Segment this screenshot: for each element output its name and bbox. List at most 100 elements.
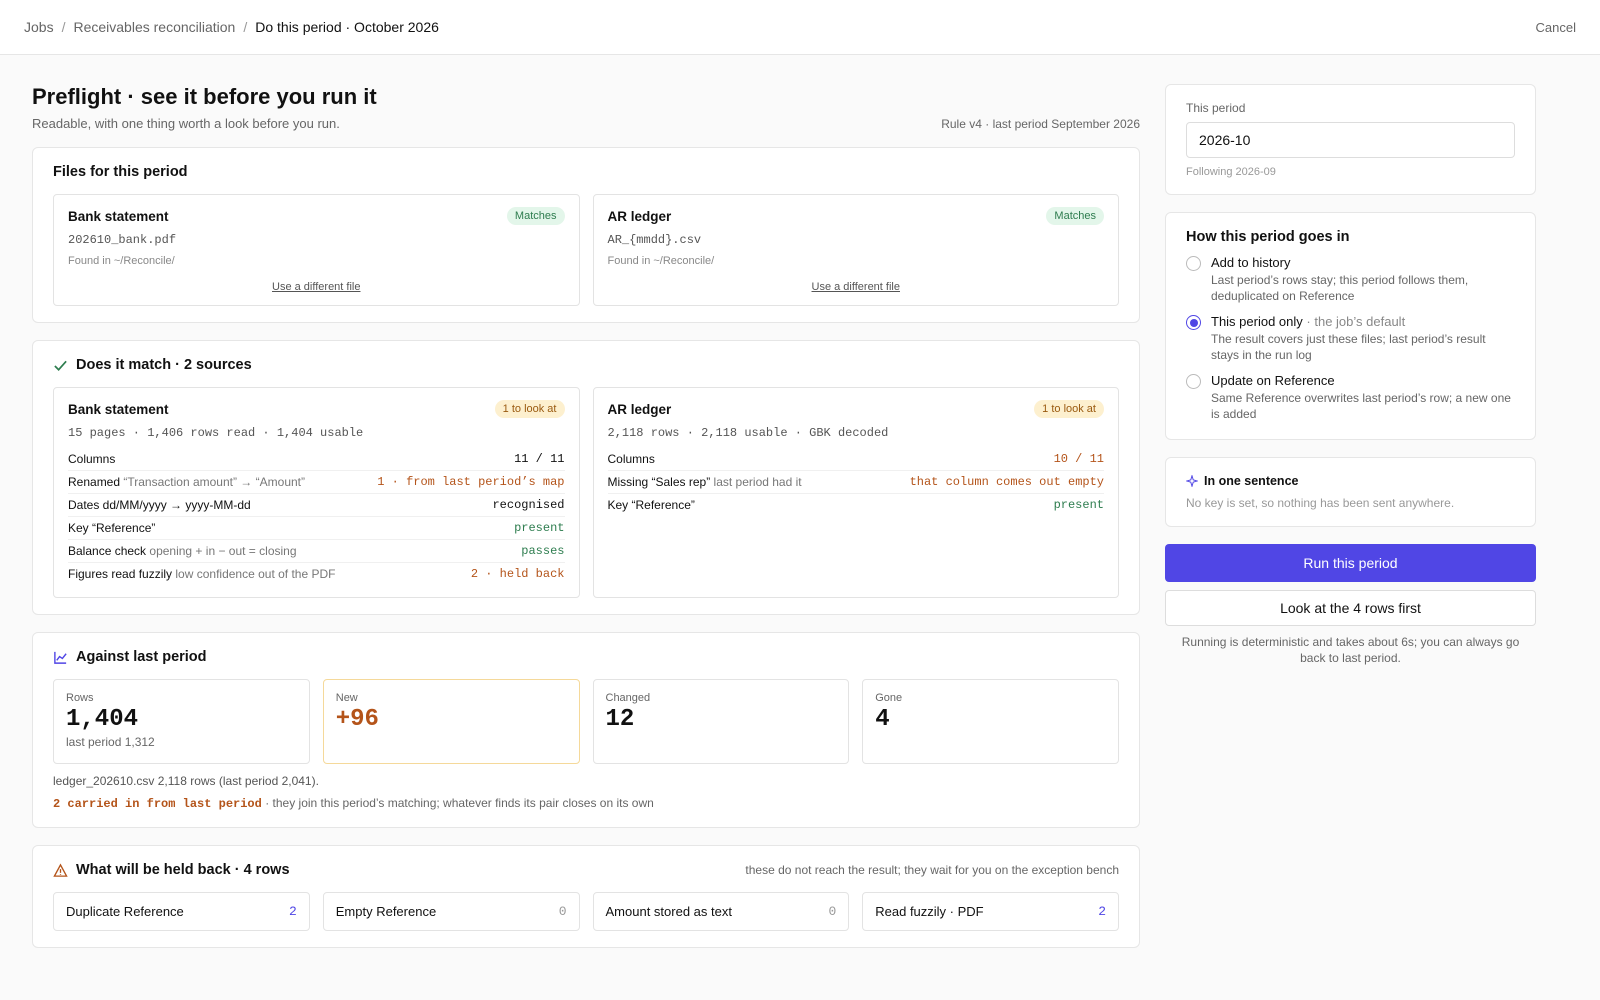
file-card: Bank statement Matches 202610_bank.pdf Foun… (53, 194, 580, 306)
file-card-head: Bank statement Matches (68, 207, 565, 225)
check-value: present (1053, 498, 1104, 512)
change-file-link[interactable]: Use a different file (811, 281, 900, 293)
match-source: Bank statement 1 to look at 15 pages · 1,4… (53, 387, 580, 598)
option-label: Add to history (1211, 255, 1515, 270)
stat-value: 4 (875, 706, 890, 733)
crumb[interactable]: Jobs (24, 19, 54, 35)
check-value: 2 · held back (470, 567, 565, 581)
sentence-card: In one sentence No key is set, so nothing… (1165, 456, 1536, 527)
check-name: Dates dd/MM/yyyy → yyyy-MM-dd (68, 498, 251, 512)
top-bar: Jobs / Receivables reconciliation / Do this … (0, 0, 1600, 55)
section-title: Does it match · 2 sources (76, 357, 252, 373)
check-value: that column comes out empty (909, 475, 1104, 489)
mode-option[interactable]: Add to history Last period’s rows stay; t… (1186, 255, 1515, 304)
check-note: low confidence out of the PDF (175, 567, 336, 581)
check-row: Missing “Sales rep” last period had it th… (607, 471, 1104, 494)
section-title: Files for this period (53, 164, 188, 180)
breadcrumb: Jobs / Receivables reconciliation / Do this … (24, 19, 439, 35)
held-label: Read fuzzily · PDF (875, 904, 984, 919)
stat-card: Rows 1,404 last period 1,312 (53, 679, 310, 764)
stat-value: +96 (335, 706, 379, 733)
option-body: This period only · the job’s default The … (1211, 314, 1515, 363)
period-card: This period 2026-10 Following 2026-09 (1165, 84, 1536, 195)
sentence-title: In one sentence (1204, 473, 1299, 488)
check-note: opening + in − out = closing (149, 544, 297, 558)
check-row: Dates dd/MM/yyyy → yyyy-MM-dd recognised (68, 494, 565, 517)
mode-title: How this period goes in (1186, 229, 1350, 245)
check-label: Renamed “Transaction amount” → “Amount” (68, 475, 305, 489)
option-note: · the job’s default (1306, 314, 1406, 330)
mode-option[interactable]: This period only · the job’s default The … (1186, 314, 1515, 363)
source-name: AR ledger (607, 208, 672, 224)
check-name: Missing “Sales rep” (607, 475, 711, 489)
header-sub: Readable, with one thing worth a look be… (32, 116, 1140, 131)
check-label: Key “Reference” (68, 521, 155, 535)
check-name: Renamed (68, 475, 121, 489)
held-count: 0 (828, 904, 837, 919)
separator: / (61, 19, 66, 35)
option-name: Add to history (1211, 255, 1291, 270)
cancel-link[interactable]: Cancel (1535, 19, 1576, 35)
main-column: Preflight · see it before you run it Rea… (32, 84, 1140, 965)
held-item: Amount stored as text 0 (592, 892, 850, 931)
icon (53, 650, 68, 665)
sentence-head: In one sentence (1186, 474, 1515, 488)
radio[interactable] (1186, 315, 1201, 331)
held-item: Read fuzzily · PDF 2 (862, 892, 1119, 931)
source-name: Bank statement (68, 208, 169, 224)
change-file-link[interactable]: Use a different file (272, 281, 361, 293)
period-input[interactable]: 2026-10 (1186, 122, 1515, 158)
crumb[interactable]: Receivables reconciliation (73, 19, 236, 35)
section-title-row: Does it match · 2 sources (53, 357, 1119, 373)
check-row: Key “Reference” present (68, 517, 565, 540)
source-summary: 15 pages · 1,406 rows read · 1,404 usabl… (68, 426, 364, 440)
status-badge: 1 to look at (494, 400, 565, 418)
held-label: Duplicate Reference (66, 904, 184, 919)
check-row: Columns 11 / 11 (68, 448, 565, 471)
check-row: Figures read fuzzily low confidence out … (68, 563, 565, 585)
section-title-row: Against last period (53, 649, 1119, 665)
run-button[interactable]: Run this period (1165, 543, 1536, 582)
held-note: these do not reach the result; they wait… (745, 863, 1119, 877)
stat-card: New +96 (322, 679, 580, 764)
section-title-row: What will be held back · 4 rows these do … (53, 862, 1119, 878)
held-items: Duplicate Reference 2 Empty Reference 0 Amou… (53, 892, 1119, 931)
look-button[interactable]: Look at the 4 rows first (1165, 589, 1536, 626)
radio[interactable] (1186, 256, 1201, 271)
icon (53, 862, 68, 878)
rule-meta: Rule v4 · last period September 2026 (941, 117, 1140, 131)
found-in: Found in ~/Reconcile/ (68, 255, 175, 267)
period-label: This period (1186, 101, 1246, 115)
check-value: 1 · from last period’s map (377, 475, 565, 489)
stat-sub: last period 1,312 (66, 735, 155, 749)
status-badge: 1 to look at (1034, 400, 1104, 418)
stat-card: Changed 12 (592, 679, 850, 764)
against-card: Against last period Rows 1,404 last period … (32, 632, 1140, 828)
check-label: Columns (68, 452, 115, 466)
check-label: Figures read fuzzily low confidence out … (68, 567, 335, 581)
check-row: Key “Reference” present (608, 494, 1105, 516)
mode-option[interactable]: Update on Reference Same Reference overwr… (1186, 373, 1515, 422)
radio[interactable] (1186, 374, 1201, 390)
section-title: What will be held back · 4 rows (76, 862, 290, 878)
file-card: AR ledger Matches AR_{mmdd}.csv Found in ~/… (592, 194, 1119, 306)
page-title: Preflight · see it before you run it (32, 84, 377, 109)
held-label: Amount stored as text (605, 904, 732, 919)
carried-note: 2 carried in from last period · they joi… (53, 796, 1119, 811)
icon (1186, 474, 1198, 487)
match-cards: Bank statement 1 to look at 15 pages · 1,4… (53, 387, 1119, 598)
check-label: Key “Reference” (608, 498, 695, 512)
file-cards: Bank statement Matches 202610_bank.pdf Foun… (53, 194, 1119, 306)
held-count: 2 (1098, 904, 1106, 919)
held-label: Empty Reference (335, 904, 437, 919)
check-note: last period had it (713, 475, 802, 489)
check-name: Balance check (68, 544, 147, 558)
held-item: Empty Reference 0 (322, 892, 580, 931)
sidebar: This period 2026-10 Following 2026-09 How t… (1165, 84, 1536, 666)
ledger-note: ledger_202610.csv 2,118 rows (last perio… (53, 774, 319, 788)
check-name: Key “Reference” (68, 521, 156, 535)
check-label: Columns (608, 452, 655, 466)
stat-label: Changed (605, 692, 651, 704)
crumb: Do this period · October 2026 (255, 19, 439, 35)
